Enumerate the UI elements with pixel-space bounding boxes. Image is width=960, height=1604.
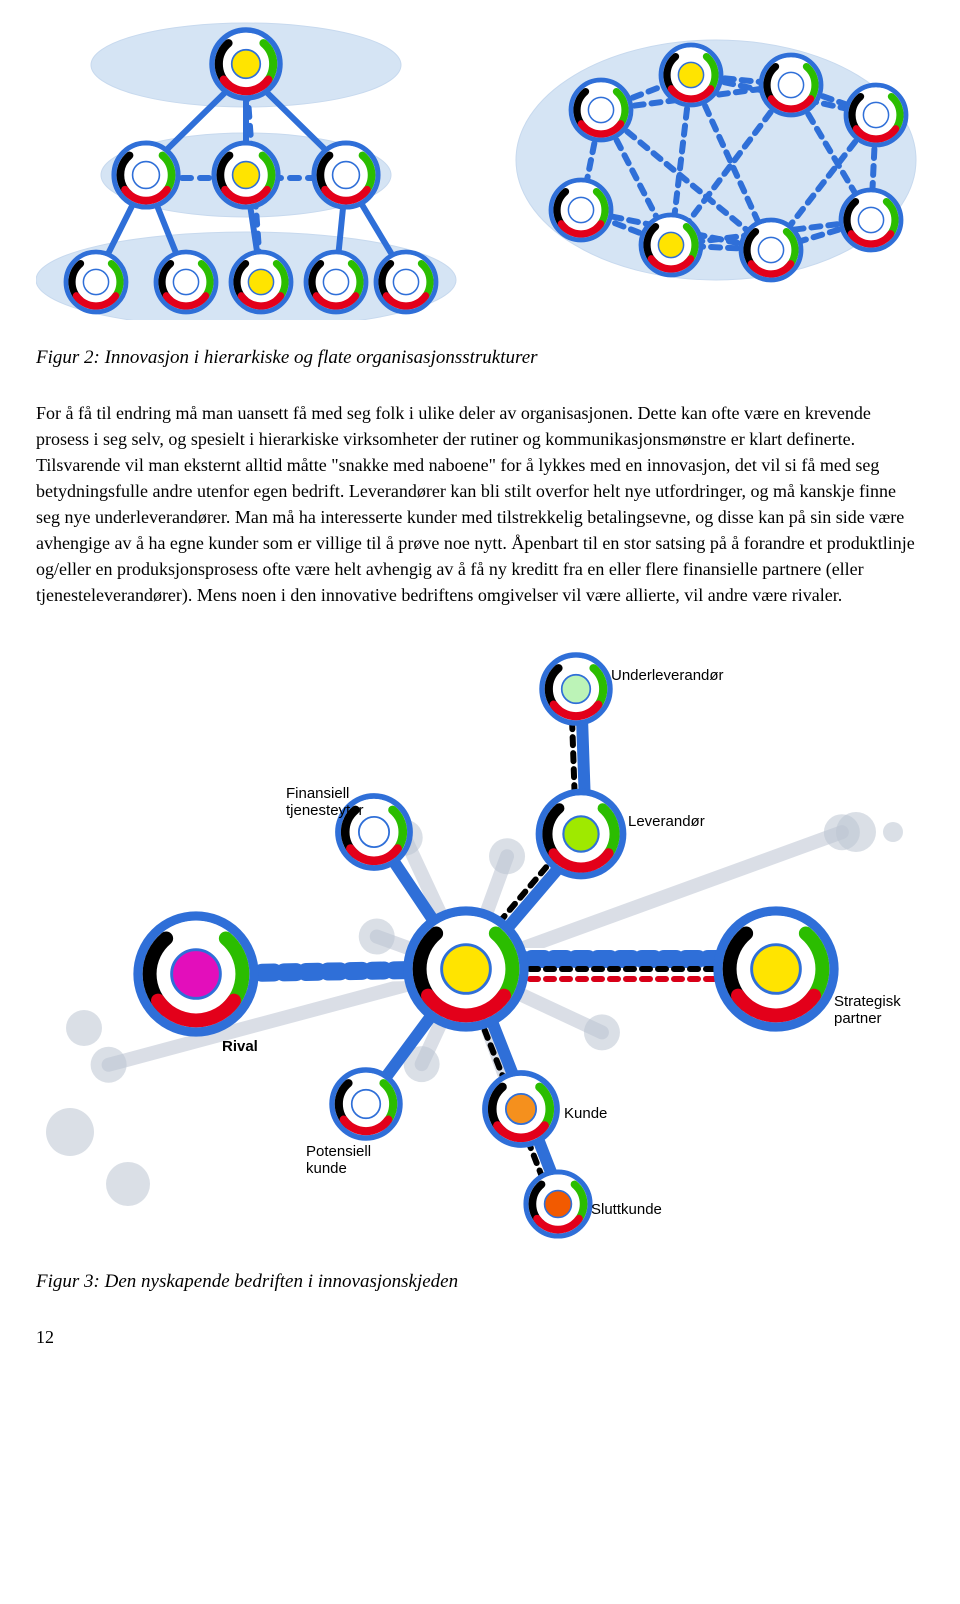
body-paragraph: For å få til endring må man uansett få m…: [36, 400, 924, 609]
figure-3-caption: Figur 3: Den nyskapende bedriften i inno…: [36, 1268, 924, 1296]
figure-3-label: Finansielltjenesteyter: [286, 786, 364, 819]
figure-2-diagram: [36, 0, 924, 320]
figure-3-label: Potensiellkunde: [306, 1144, 371, 1177]
figure-3-label: Kunde: [564, 1106, 607, 1123]
figure-3-label: Leverandør: [628, 814, 705, 831]
figure-3-label: Strategiskpartner: [834, 994, 901, 1027]
figure-3-diagram: [36, 624, 924, 1244]
figure-2-caption: Figur 2: Innovasjon i hierarkiske og fla…: [36, 344, 924, 372]
figure-3-label: Rival: [222, 1039, 258, 1056]
figure-3-container: Underleverandør Leverandør Finansielltjene…: [36, 624, 924, 1244]
page-number: 12: [36, 1324, 924, 1350]
figure-3-label: Sluttkunde: [591, 1202, 662, 1219]
figure-2-container: [36, 0, 924, 320]
figure-3-label: Underleverandør: [611, 668, 724, 685]
